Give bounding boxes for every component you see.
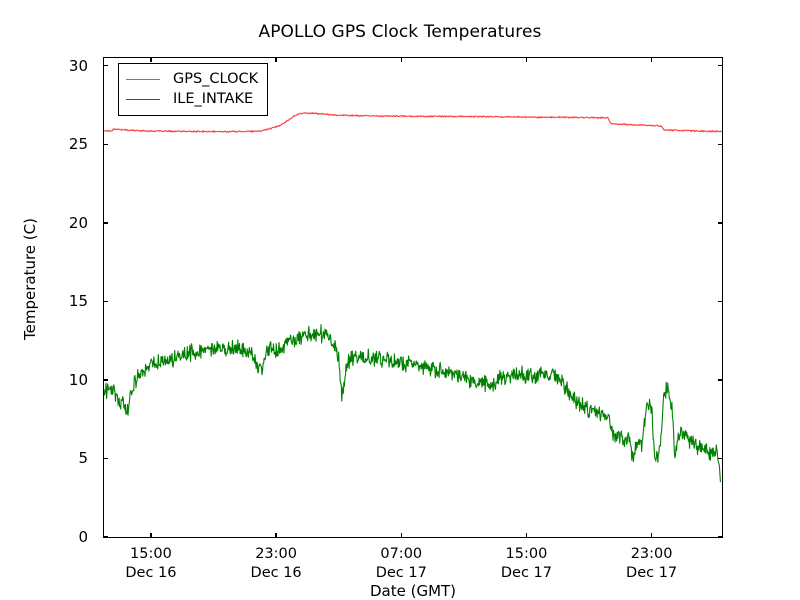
y-tick-mark	[718, 222, 723, 224]
y-tick-label: 30	[68, 56, 88, 75]
y-tick-mark	[103, 457, 108, 460]
plot-area	[103, 57, 723, 538]
chart-legend: GPS_CLOCK ILE_INTAKE	[118, 63, 269, 116]
y-tick-label: 25	[68, 135, 88, 154]
legend-color-swatch	[126, 98, 160, 100]
y-tick-label: 10	[68, 370, 88, 389]
y-tick-mark	[103, 379, 108, 381]
x-tick-mark	[400, 57, 402, 62]
x-tick-mark	[150, 57, 152, 62]
x-tick-mark	[150, 533, 152, 538]
x-tick-label: 23:00 Dec 17	[626, 546, 678, 581]
y-tick-mark	[718, 536, 723, 538]
x-axis-title: Date (GMT)	[369, 582, 457, 600]
y-tick-label: 5	[78, 449, 88, 468]
y-tick-mark	[103, 536, 108, 538]
series-line-gps_clock	[104, 112, 722, 133]
y-tick-mark	[718, 300, 723, 303]
x-tick-label: 23:00 Dec 16	[250, 546, 302, 581]
legend-item: ILE_INTAKE	[126, 89, 258, 109]
y-tick-mark	[103, 300, 108, 303]
series-line-ile_intake	[104, 324, 721, 483]
y-tick-label: 0	[78, 528, 88, 546]
x-tick-label: 15:00 Dec 16	[125, 546, 177, 581]
x-tick-mark	[400, 533, 402, 538]
legend-label: ILE_INTAKE	[173, 91, 254, 107]
y-tick-mark	[103, 222, 108, 224]
plot-lines	[104, 112, 722, 483]
y-tick-mark	[718, 143, 723, 146]
y-tick-mark	[103, 143, 108, 146]
x-tick-mark	[525, 533, 528, 538]
x-tick-mark	[275, 533, 277, 538]
y-tick-mark	[103, 65, 108, 67]
y-tick-label: 15	[68, 292, 88, 311]
x-tick-mark	[650, 533, 653, 538]
y-tick-label: 20	[68, 213, 88, 232]
y-tick-mark	[718, 379, 723, 381]
chart-title: APOLLO GPS Clock Temperatures	[258, 22, 542, 42]
legend-color-swatch	[126, 78, 160, 80]
y-tick-mark	[718, 457, 723, 460]
y-tick-mark	[718, 65, 723, 67]
x-tick-label: 15:00 Dec 17	[500, 546, 552, 581]
x-tick-mark	[650, 57, 653, 62]
x-tick-label: 07:00 Dec 17	[375, 546, 427, 581]
legend-item: GPS_CLOCK	[126, 69, 258, 89]
x-tick-mark	[525, 57, 528, 62]
legend-label: GPS_CLOCK	[173, 71, 259, 87]
x-tick-mark	[275, 57, 277, 62]
